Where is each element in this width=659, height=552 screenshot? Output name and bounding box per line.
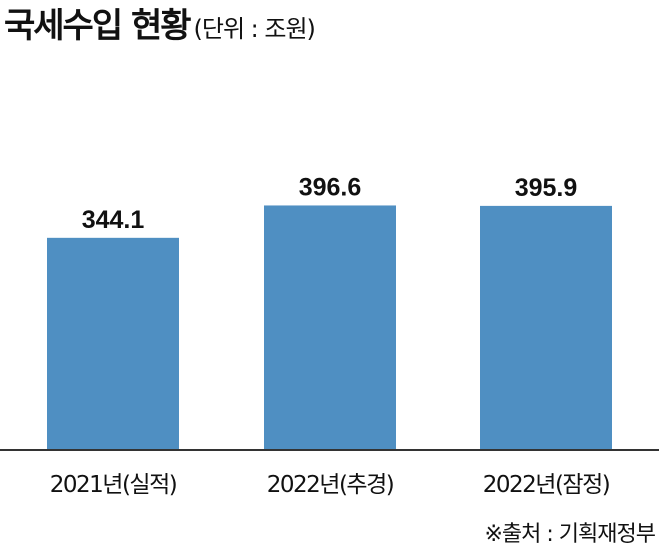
unit-note: (단위 : 조원) (193, 15, 316, 43)
category-label-1: 2022년(추경) (267, 472, 393, 498)
source-note: ※출처 : 기획재정부 (484, 522, 656, 547)
bar-0 (47, 237, 179, 450)
bar-1 (264, 205, 396, 450)
title-row: 국세수입 현황 (단위 : 조원) (4, 2, 316, 50)
value-label-0: 344.1 (82, 206, 145, 234)
labels-group: 344.1 2021년(실적) 396.6 2022년(추경) 395.9 2022년(잠… (50, 173, 611, 498)
value-label-2: 395.9 (515, 174, 578, 202)
bar-2 (480, 205, 612, 450)
value-label-1: 396.6 (299, 173, 362, 201)
category-label-0: 2021년(실적) (50, 472, 176, 498)
chart-title: 국세수입 현황 (4, 6, 192, 46)
bars-group (47, 205, 612, 450)
category-label-2: 2022년(잠정) (483, 472, 609, 498)
